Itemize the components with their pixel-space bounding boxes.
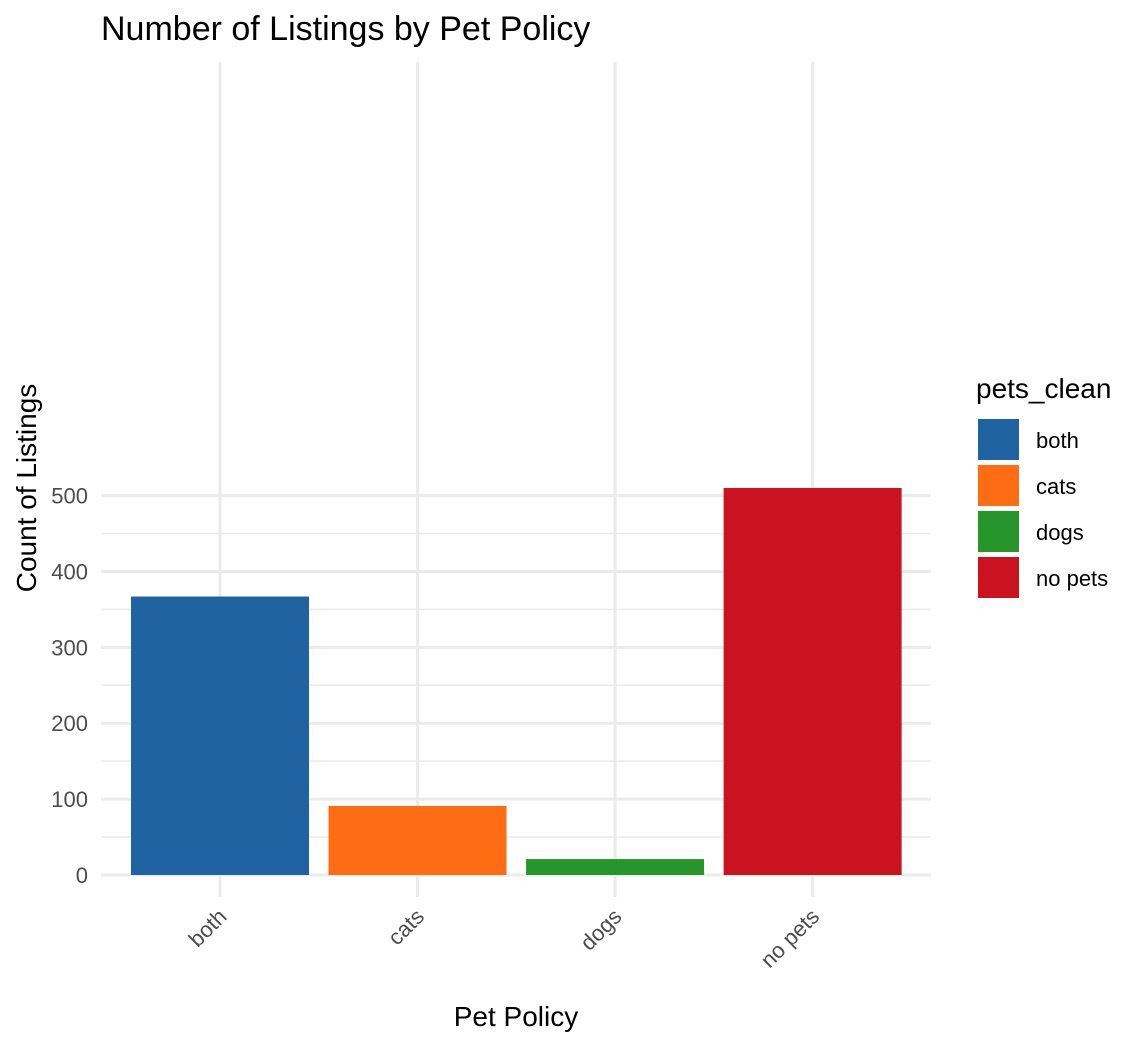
bar-both bbox=[131, 596, 309, 875]
y-tick-label: 0 bbox=[76, 863, 88, 888]
legend-swatch bbox=[978, 557, 1019, 598]
y-tick-label: 400 bbox=[51, 559, 88, 584]
y-axis-ticks: 0 100 200 300 400 500 bbox=[51, 484, 88, 888]
legend-swatch bbox=[978, 419, 1019, 460]
legend-label: dogs bbox=[1036, 520, 1084, 545]
bar-cats bbox=[328, 805, 507, 875]
y-tick-label: 500 bbox=[51, 484, 88, 509]
legend-swatch bbox=[978, 465, 1019, 506]
y-tick-label: 100 bbox=[51, 787, 88, 812]
legend-label: no pets bbox=[1036, 566, 1108, 591]
y-tick-label: 200 bbox=[51, 711, 88, 736]
legend-label: cats bbox=[1036, 474, 1076, 499]
legend: pets_clean both cats dogs no pets bbox=[976, 373, 1111, 598]
bar-dogs bbox=[526, 859, 705, 875]
legend-label: both bbox=[1036, 428, 1079, 453]
chart-title: Number of Listings by Pet Policy bbox=[101, 10, 590, 48]
y-tick-label: 300 bbox=[51, 635, 88, 660]
x-axis-title: Pet Policy bbox=[454, 1001, 579, 1032]
bars bbox=[131, 488, 902, 875]
x-tick-label: dogs bbox=[575, 904, 626, 955]
x-axis-ticks: both cats dogs no pets bbox=[184, 904, 825, 973]
x-tick-label: no pets bbox=[755, 904, 824, 973]
legend-title: pets_clean bbox=[976, 373, 1111, 404]
x-tick-label: both bbox=[184, 904, 232, 952]
y-axis-title: Count of Listings bbox=[11, 384, 42, 593]
x-tick-label: cats bbox=[383, 904, 429, 950]
bar-no-pets bbox=[723, 488, 902, 875]
legend-swatch bbox=[978, 511, 1019, 552]
